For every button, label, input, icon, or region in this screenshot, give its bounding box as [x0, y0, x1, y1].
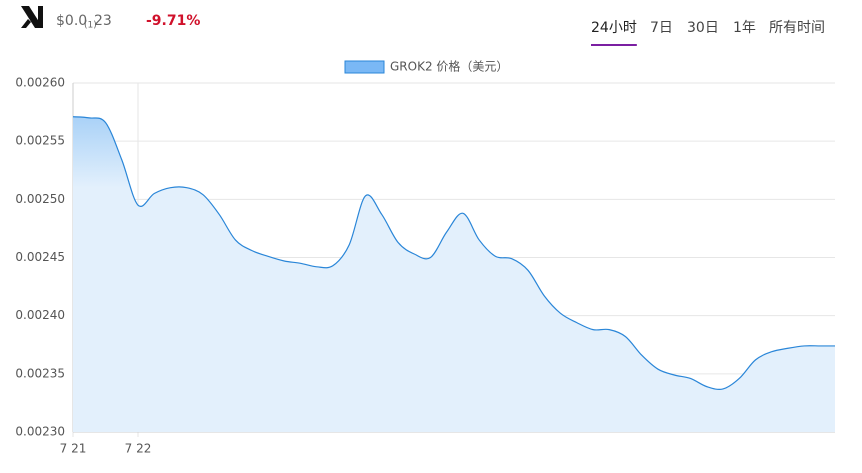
price: $0.0 — [56, 13, 87, 29]
plot: 0.00230 0.00235 0.00240 0.00245 0.00250 0.002… — [15, 59, 835, 456]
tab[interactable]: 7日 — [650, 20, 673, 36]
line — [73, 116, 835, 391]
x-tick-label: 7 22 — [125, 442, 152, 456]
y-tick-label: 0.00240 — [15, 308, 65, 322]
y-tick-label: 0.00235 — [15, 366, 65, 380]
tab[interactable]: 所有时间 — [769, 20, 825, 36]
y-tick-label: 0.00250 — [15, 192, 65, 206]
legend-label: GROK2 价格（美元） — [390, 59, 508, 74]
tab[interactable]: 24小时 — [591, 20, 637, 36]
logo — [21, 6, 43, 28]
y-tick-label: 0.00230 — [15, 425, 65, 439]
tab[interactable]: 1年 — [733, 20, 756, 36]
y-tick-label: 0.00245 — [15, 250, 65, 264]
price-subscript: (1) — [84, 21, 97, 31]
legend: GROK2 价格（美元） — [344, 59, 508, 74]
price-change: -9.71% — [146, 13, 200, 29]
tab[interactable]: 30日 — [687, 20, 719, 36]
y-tick-label: 0.00260 — [15, 76, 65, 90]
legend-swatch — [344, 60, 385, 74]
y-tick-label: 0.00255 — [15, 134, 65, 148]
x-tick-label: 7 21 — [60, 442, 87, 456]
tab-bar: 24小时 7日 30日 1年 所有时间 — [591, 20, 825, 46]
price: 23 — [94, 13, 112, 29]
area — [73, 116, 835, 432]
